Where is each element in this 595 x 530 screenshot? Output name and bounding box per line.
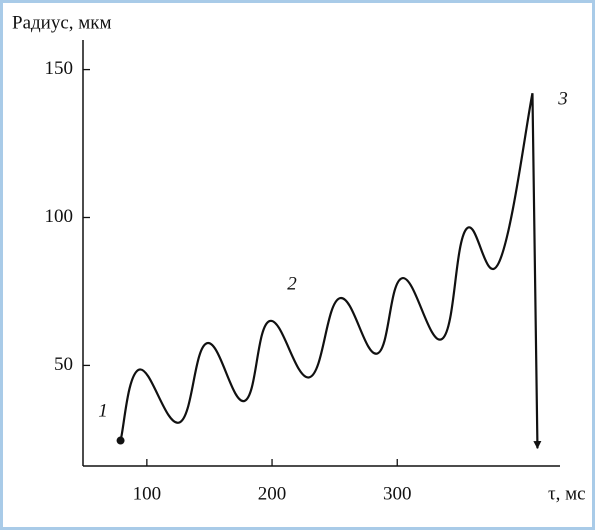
annotation: 3 — [557, 88, 568, 109]
x-tick-label: 100 — [133, 483, 162, 504]
annotation: 1 — [98, 400, 108, 421]
data-line — [119, 93, 542, 450]
y-axis-label: Радиус, мкм — [12, 12, 112, 33]
y-tick-label: 100 — [45, 206, 74, 227]
y-tick-label: 50 — [54, 354, 73, 375]
x-axis-label: τ, мс — [548, 483, 586, 504]
annotation: 2 — [287, 273, 297, 294]
start-point — [116, 436, 125, 445]
x-tick-label: 200 — [258, 483, 287, 504]
y-tick-label: 150 — [45, 58, 74, 79]
x-tick-label: 300 — [383, 483, 412, 504]
